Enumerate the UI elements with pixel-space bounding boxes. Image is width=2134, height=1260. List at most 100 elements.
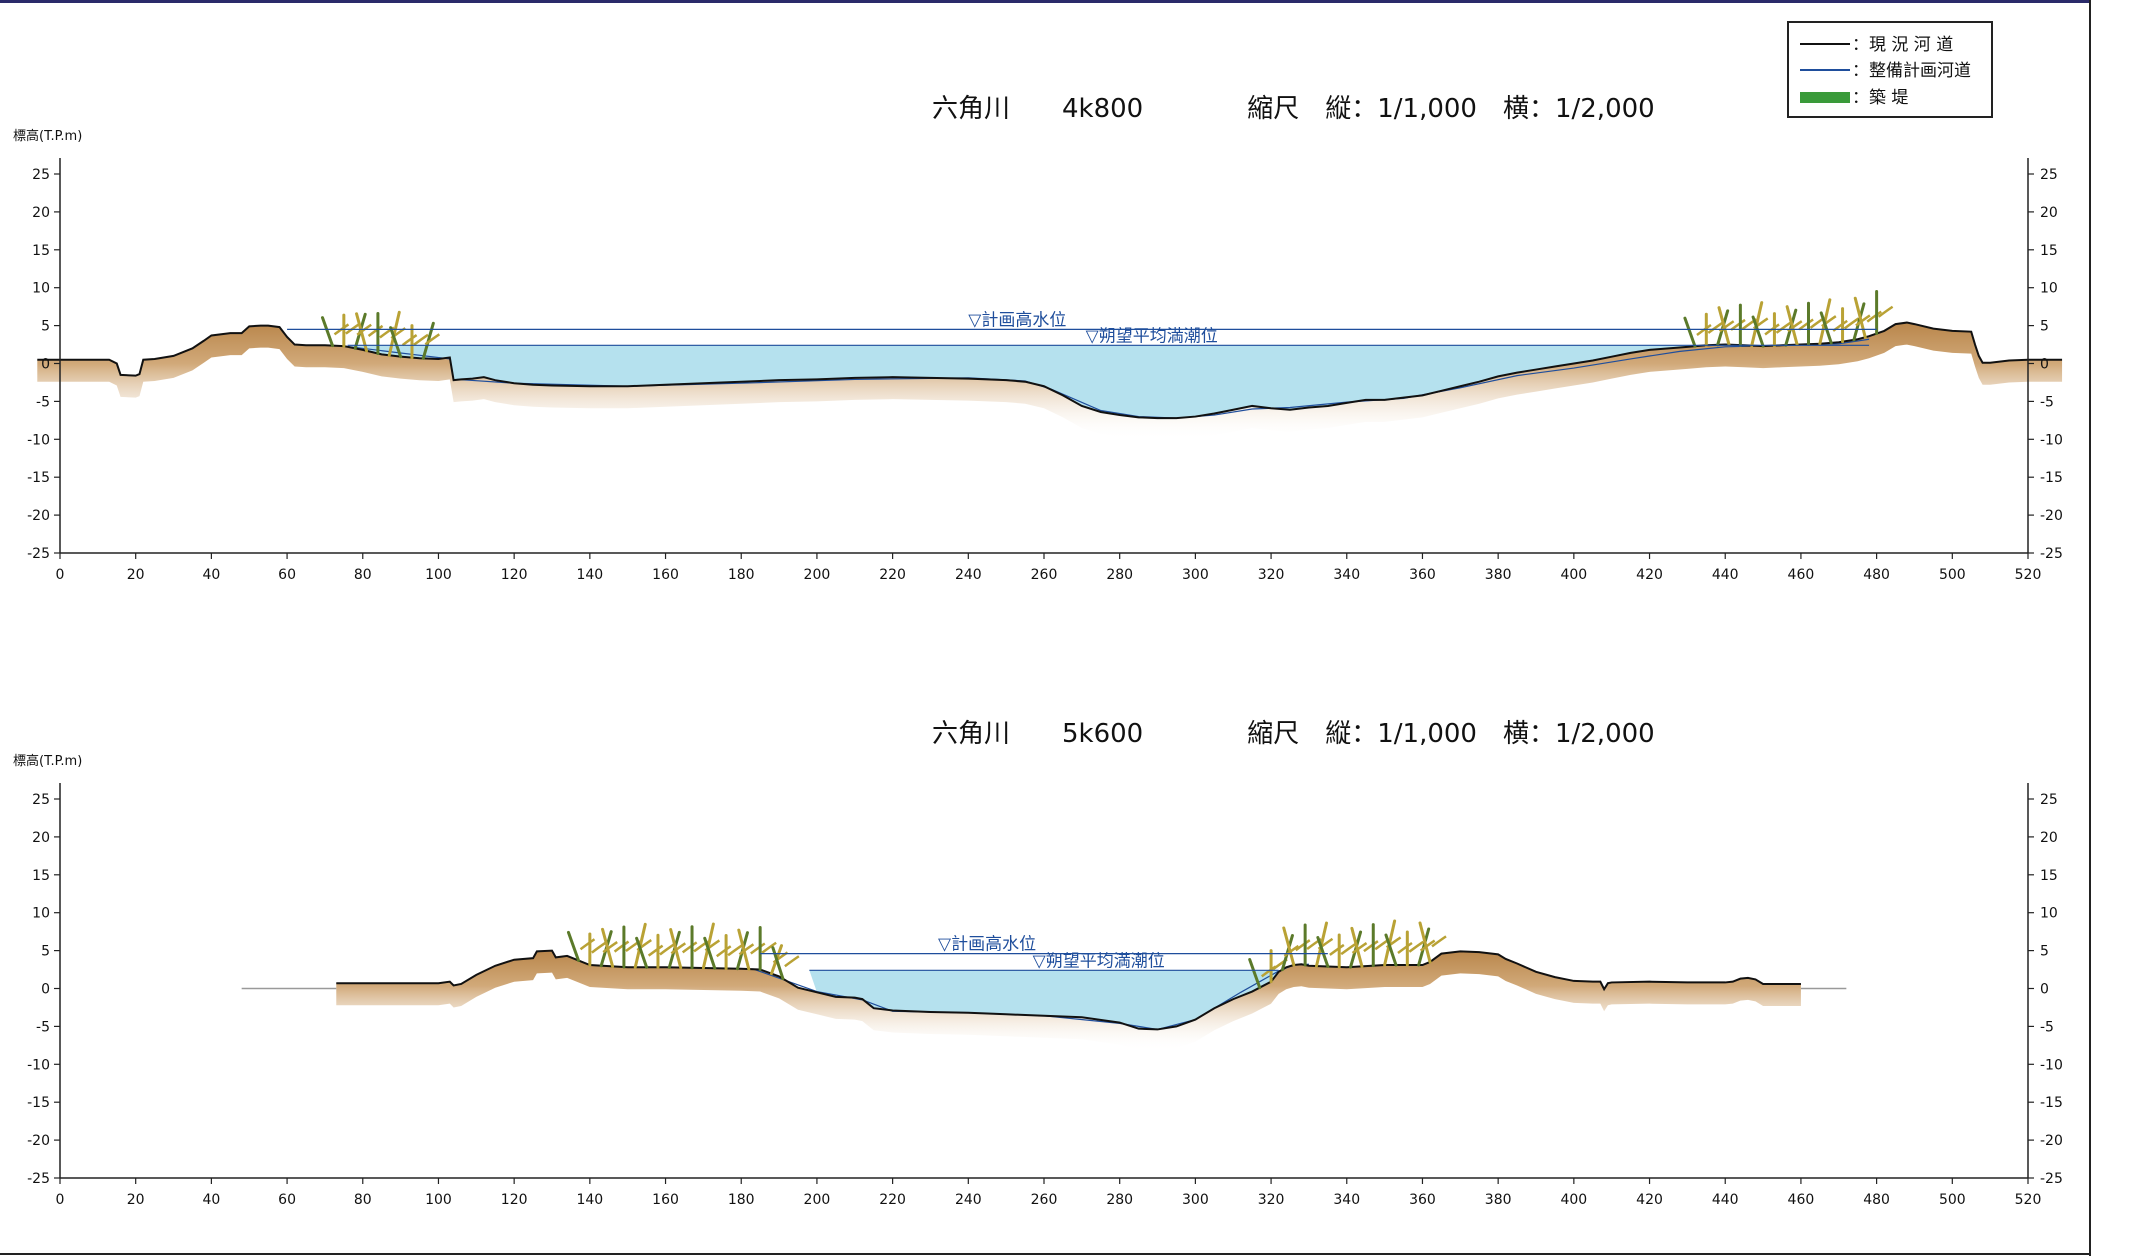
x-tick-label: 460 <box>1788 1192 1815 1208</box>
x-tick-label: 300 <box>1182 567 1209 583</box>
x-tick-label: 260 <box>1031 1192 1058 1208</box>
x-tick-label: 420 <box>1636 567 1663 583</box>
x-tick-label: 20 <box>127 567 145 583</box>
y-tick-label-right: 15 <box>2040 243 2058 259</box>
x-tick-label: 0 <box>56 1192 65 1208</box>
y-axis-label: 標高(T.P.m) <box>13 128 82 144</box>
x-tick-label: 400 <box>1560 567 1587 583</box>
y-tick-label-left: -15 <box>27 1095 50 1111</box>
y-axis-label: 標高(T.P.m) <box>13 753 82 769</box>
x-tick-label: 440 <box>1712 1192 1739 1208</box>
x-tick-label: 440 <box>1712 567 1739 583</box>
x-tick-label: 460 <box>1788 567 1815 583</box>
x-tick-label: 320 <box>1258 567 1285 583</box>
y-tick-label-left: -10 <box>27 1057 50 1073</box>
cross-section-4k800: 六角川 4k800 縮尺 縦：1/1,000 横：1/2,000 標高(T.P.… <box>13 94 2063 583</box>
y-tick-label-left: -15 <box>27 470 50 486</box>
x-tick-label: 240 <box>955 1192 982 1208</box>
y-tick-label-right: 15 <box>2040 868 2058 884</box>
y-tick-label-left: 10 <box>32 281 50 297</box>
x-tick-label: 300 <box>1182 1192 1209 1208</box>
y-tick-label-left: 5 <box>41 319 50 335</box>
legend-label-planned: ：整備計画河道 <box>1852 61 1971 81</box>
x-tick-label: 80 <box>354 1192 372 1208</box>
y-tick-label-left: 15 <box>32 243 50 259</box>
levee-vegetation <box>1248 919 1447 990</box>
x-tick-label: 500 <box>1939 1192 1966 1208</box>
x-tick-label: 220 <box>879 567 906 583</box>
x-tick-label: 100 <box>425 567 452 583</box>
y-tick-label-right: -5 <box>2040 1019 2054 1035</box>
x-tick-label: 60 <box>278 1192 296 1208</box>
y-tick-label-left: 20 <box>32 205 50 221</box>
x-tick-label: 220 <box>879 1192 906 1208</box>
x-tick-label: 60 <box>278 567 296 583</box>
y-tick-label-left: 0 <box>41 357 50 373</box>
y-tick-label-right: -25 <box>2040 546 2063 562</box>
legend-swatch-levee <box>1800 92 1850 103</box>
legend-label-existing: ：現 況 河 道 <box>1852 35 1953 55</box>
x-tick-label: 340 <box>1333 1192 1360 1208</box>
y-tick-label-right: -10 <box>2040 432 2063 448</box>
y-tick-label-left: 25 <box>32 167 50 183</box>
water-fill <box>347 345 1870 419</box>
x-tick-label: 40 <box>202 1192 220 1208</box>
y-tick-label-right: 20 <box>2040 205 2058 221</box>
y-tick-label-left: 15 <box>32 868 50 884</box>
y-tick-label-left: 0 <box>41 982 50 998</box>
x-tick-label: 480 <box>1863 1192 1890 1208</box>
x-tick-label: 160 <box>652 1192 679 1208</box>
x-tick-label: 420 <box>1636 1192 1663 1208</box>
y-tick-label-right: -15 <box>2040 470 2063 486</box>
x-tick-label: 380 <box>1485 1192 1512 1208</box>
y-tick-label-right: 0 <box>2040 357 2049 373</box>
y-tick-label-right: -20 <box>2040 508 2063 524</box>
y-tick-label-left: -5 <box>36 394 50 410</box>
x-tick-label: 100 <box>425 1192 452 1208</box>
water-fill <box>809 970 1279 1030</box>
water-level-label: ▽計画高水位 <box>938 935 1036 955</box>
x-tick-label: 500 <box>1939 567 1966 583</box>
water-level-label: ▽計画高水位 <box>968 310 1066 330</box>
x-tick-label: 360 <box>1409 567 1436 583</box>
existing-channel-line <box>37 321 2063 420</box>
y-tick-label-left: 10 <box>32 906 50 922</box>
y-tick-label-right: 5 <box>2040 944 2049 960</box>
x-tick-label: 20 <box>127 1192 145 1208</box>
x-tick-label: 340 <box>1333 567 1360 583</box>
y-tick-label-right: -25 <box>2040 1171 2063 1187</box>
x-tick-label: 140 <box>576 1192 603 1208</box>
x-tick-label: 120 <box>501 567 528 583</box>
y-tick-label-left: -20 <box>27 508 50 524</box>
y-tick-label-left: 20 <box>32 830 50 846</box>
y-tick-label-left: -10 <box>27 432 50 448</box>
y-tick-label-left: -25 <box>27 1171 50 1187</box>
y-tick-label-right: -10 <box>2040 1057 2063 1073</box>
y-tick-label-left: -5 <box>36 1019 50 1035</box>
y-tick-label-right: 25 <box>2040 167 2058 183</box>
y-tick-label-right: 20 <box>2040 830 2058 846</box>
chart-title: 六角川 5k600 縮尺 縦：1/1,000 横：1/2,000 <box>932 719 1655 749</box>
y-tick-label-right: 10 <box>2040 281 2058 297</box>
y-tick-label-right: 5 <box>2040 319 2049 335</box>
x-tick-label: 200 <box>804 1192 831 1208</box>
y-tick-label-right: 10 <box>2040 906 2058 922</box>
y-tick-label-right: -5 <box>2040 394 2054 410</box>
legend: ：現 況 河 道 ：整備計画河道 ：築 堤 <box>1787 21 1993 118</box>
x-tick-label: 320 <box>1258 1192 1285 1208</box>
x-tick-label: 380 <box>1485 567 1512 583</box>
existing-channel-line <box>336 949 1801 1031</box>
x-tick-label: 120 <box>501 1192 528 1208</box>
x-tick-label: 520 <box>2015 567 2042 583</box>
x-tick-label: 180 <box>728 1192 755 1208</box>
levee-vegetation <box>566 922 800 981</box>
x-tick-label: 180 <box>728 567 755 583</box>
y-tick-label-left: -20 <box>27 1133 50 1149</box>
water-level-label: ▽朔望平均満潮位 <box>1086 326 1218 346</box>
legend-label-levee: ：築 堤 <box>1852 88 1908 108</box>
water-level-label: ▽朔望平均満潮位 <box>1033 951 1165 971</box>
x-tick-label: 280 <box>1106 1192 1133 1208</box>
x-tick-label: 260 <box>1031 567 1058 583</box>
